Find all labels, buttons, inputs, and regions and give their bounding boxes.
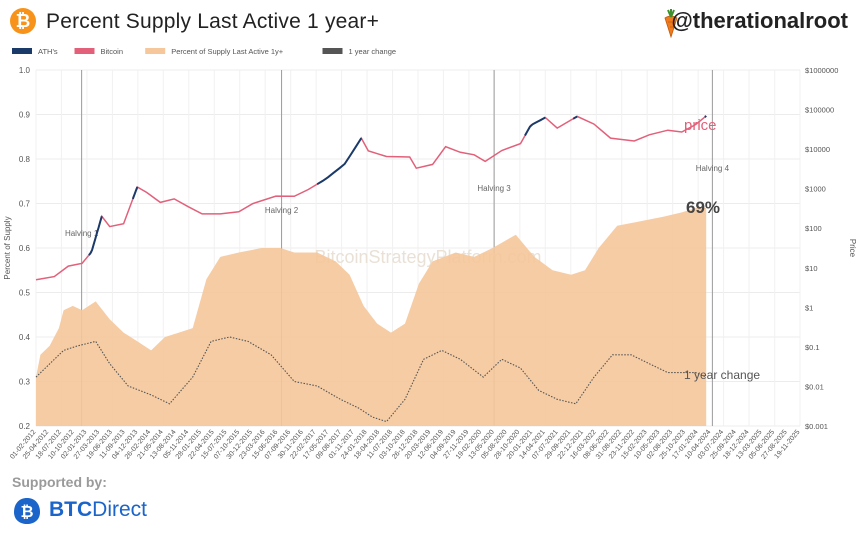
y-tick-label: 0.4 (19, 333, 31, 342)
y-axis-title: Percent of Supply (3, 216, 12, 279)
chart: ATH's Bitcoin Percent of Supply Last Activ… (3, 47, 857, 461)
y2-tick-label: $1000 (805, 185, 826, 194)
y2-axis-title: Price (848, 239, 857, 258)
latest-percent-annotation: 69% (686, 198, 720, 217)
legend-swatch (322, 48, 343, 54)
btcdirect-wordmark: BTCDirect (49, 498, 147, 522)
y2-tick-label: $0.01 (805, 382, 824, 391)
ath-segment (572, 115, 578, 120)
y2-tick-label: $0.1 (805, 343, 820, 352)
x-ticks: 01-02-201225-04-201218-07-201210-10-2012… (9, 429, 801, 461)
ath-lines (88, 115, 707, 256)
labels: price 69% 1 year change (684, 117, 760, 382)
y2-tick-label: $100000 (805, 106, 834, 115)
halving-label: Halving 1 (65, 229, 99, 238)
legend-label: ATH's (38, 47, 58, 56)
legend-label: 1 year change (349, 47, 397, 56)
author-handle[interactable]: @therationalroot (671, 8, 848, 33)
y-tick-label: 0.2 (19, 422, 31, 431)
halving-label: Halving 4 (696, 164, 730, 173)
legend-swatch (12, 48, 32, 54)
brand-regular: Direct (92, 498, 148, 521)
y-tick-label: 0.5 (19, 289, 31, 298)
header: ₿ Percent Supply Last Active 1 year+ @th… (0, 0, 860, 46)
chart-title: Percent Supply Last Active 1 year+ (46, 10, 380, 33)
svg-text:₿: ₿ (20, 503, 33, 521)
legend-label: Percent of Supply Last Active 1y+ (171, 47, 284, 56)
bitcoin-logo-icon: ₿ (10, 8, 36, 34)
y2-tick-label: $10000 (805, 145, 830, 154)
brand-bold: BTC (49, 498, 93, 521)
ath-segment (316, 137, 363, 186)
y2-tick-label: $100 (805, 224, 822, 233)
ath-segment (131, 186, 139, 200)
supply-area (36, 208, 707, 426)
y2-tick-label: $1 (805, 303, 813, 312)
y-tick-label: 0.7 (19, 200, 31, 209)
halving-label: Halving 2 (265, 206, 299, 215)
ath-segment (704, 115, 707, 118)
change-line (35, 336, 707, 423)
axes: 0.2 0.3 0.4 0.5 0.6 0.7 0.8 0.9 1.0 $0.001 $0.01 $0… (3, 66, 857, 431)
y-tick-label: 1.0 (19, 66, 31, 75)
y2-tick-label: $0.001 (805, 422, 828, 431)
legend-swatch (74, 48, 95, 54)
ath-segment (88, 216, 103, 256)
legend-label: Bitcoin (101, 47, 124, 56)
y-tick-label: 0.6 (19, 244, 31, 253)
change-annotation: 1 year change (684, 368, 760, 382)
y2-tick-label: $10 (805, 264, 818, 273)
price-annotation: price (684, 117, 717, 134)
y2-tick-label: $1000000 (805, 66, 838, 75)
y-tick-label: 0.9 (19, 111, 31, 120)
legend: ATH's Bitcoin Percent of Supply Last Activ… (12, 47, 396, 56)
halving-label: Halving 3 (477, 184, 511, 193)
y-tick-label: 0.3 (19, 378, 31, 387)
btcdirect-logo-icon: ₿ (14, 498, 40, 524)
price-line (35, 115, 707, 281)
y-tick-label: 0.8 (19, 155, 31, 164)
legend-swatch (145, 48, 166, 54)
supported-by-label: Supported by: (12, 474, 107, 490)
carrot-icon (664, 9, 678, 38)
ath-segment (524, 116, 546, 136)
